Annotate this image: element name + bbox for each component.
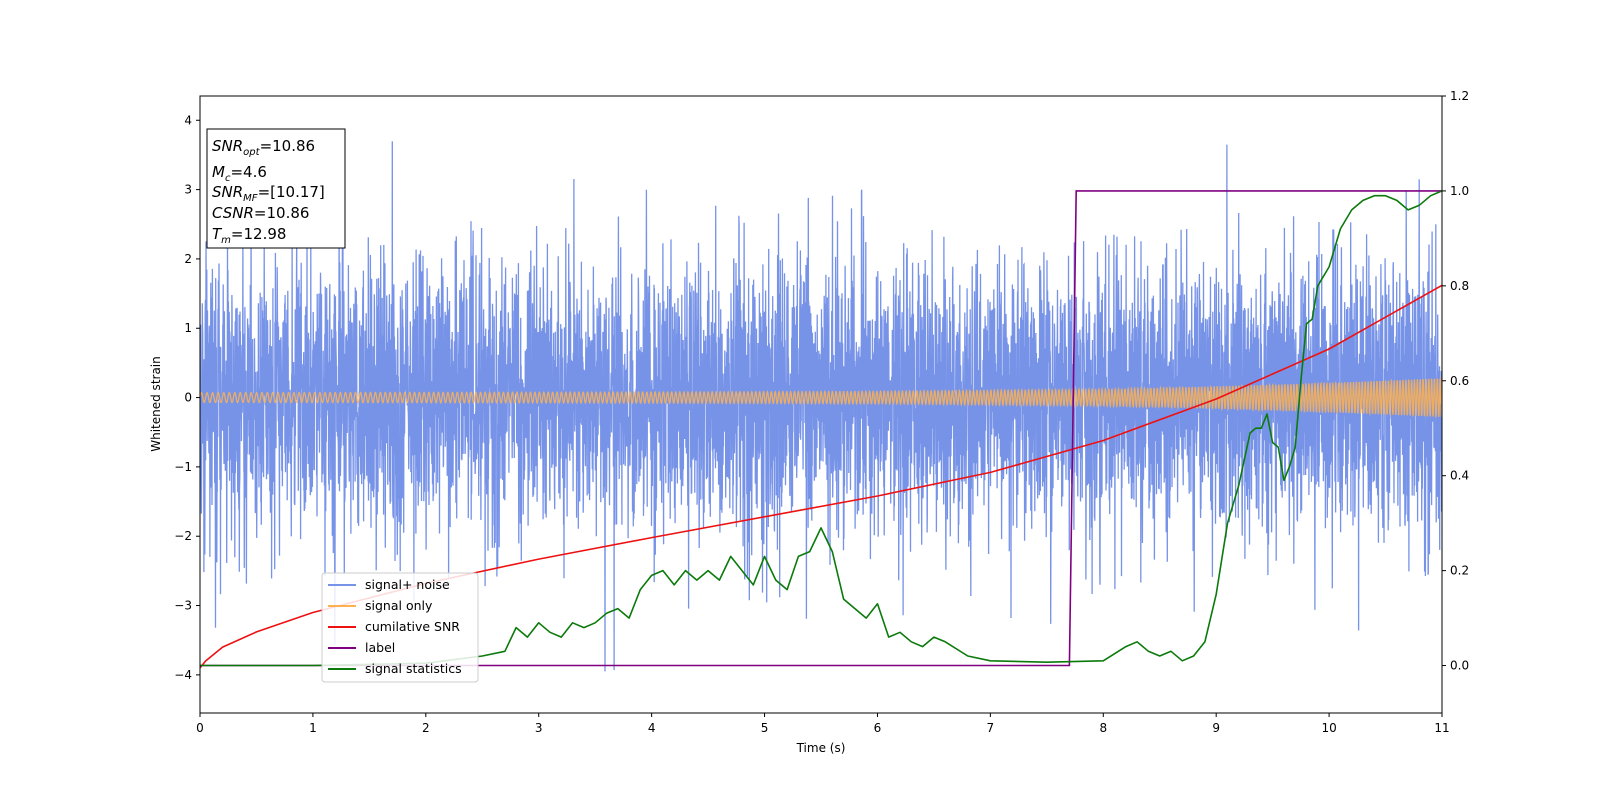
legend: signal+ noise signal only cumilative SNR… <box>321 572 479 683</box>
y2-tick-label: 0.0 <box>1450 659 1469 673</box>
y2-tick-label: 0.8 <box>1450 279 1469 293</box>
legend-label-cumulative-snr: cumilative SNR <box>365 619 460 634</box>
x-tick-label: 11 <box>1434 721 1449 735</box>
y-axis-left: 4 3 2 1 0 −1 −2 −3 −4 <box>174 113 200 682</box>
info-tm: Tm=12.98 <box>212 225 286 246</box>
legend-label-label: label <box>365 640 395 655</box>
x-tick-label: 2 <box>422 721 430 735</box>
y-tick-label: 3 <box>184 183 192 197</box>
y-tick-label: 1 <box>184 321 192 335</box>
y-tick-label: 2 <box>184 252 192 266</box>
y2-tick-label: 1.2 <box>1450 89 1469 103</box>
y-tick-label: −3 <box>174 599 192 613</box>
x-tick-label: 6 <box>874 721 882 735</box>
x-tick-label: 1 <box>309 721 317 735</box>
info-box: SNRopt=10.86 Mc=4.6 SNRMF=[10.17] CSNR=1… <box>206 128 346 249</box>
series-signal-statistics <box>200 190 1442 667</box>
y-tick-label: −2 <box>174 529 192 543</box>
y-tick-label: 4 <box>184 113 192 127</box>
y-tick-label: −4 <box>174 668 192 682</box>
x-tick-label: 0 <box>196 721 204 735</box>
y2-tick-label: 1.0 <box>1450 184 1469 198</box>
series-signal-only <box>200 376 1442 419</box>
y2-tick-label: 0.2 <box>1450 564 1469 578</box>
x-tick-label: 10 <box>1321 721 1336 735</box>
y-axis-label: Whitened strain <box>149 356 163 452</box>
series-signal-noise <box>200 141 1442 672</box>
info-box-frame <box>206 128 346 249</box>
legend-label-signal-statistics: signal statistics <box>365 661 462 676</box>
x-tick-label: 9 <box>1212 721 1220 735</box>
series-cumulative-snr <box>200 284 1442 669</box>
legend-label-signal-noise: signal+ noise <box>365 577 450 592</box>
series-layer <box>200 141 1442 672</box>
y2-tick-label: 0.6 <box>1450 374 1469 388</box>
y-tick-label: 0 <box>184 391 192 405</box>
info-snr-mf: SNRMF=[10.17] <box>212 183 325 204</box>
info-mc: Mc=4.6 <box>212 163 267 184</box>
x-axis-label: Time (s) <box>796 741 846 755</box>
info-snr-opt: SNRopt=10.86 <box>212 137 315 158</box>
info-csnr: CSNR=10.86 <box>212 204 309 222</box>
y-axis-right: 1.2 1.0 0.8 0.6 0.4 0.2 0.0 <box>1442 89 1469 673</box>
series-label <box>200 190 1442 667</box>
x-tick-label: 3 <box>535 721 543 735</box>
legend-label-signal-only: signal only <box>365 598 433 613</box>
y2-tick-label: 0.4 <box>1450 469 1469 483</box>
plot-frame <box>199 95 1443 714</box>
x-tick-label: 7 <box>987 721 995 735</box>
y-tick-label: −1 <box>174 460 192 474</box>
x-tick-label: 8 <box>1099 721 1107 735</box>
legend-frame <box>321 572 479 683</box>
x-tick-label: 4 <box>648 721 656 735</box>
x-tick-label: 5 <box>761 721 769 735</box>
x-axis: 0 1 2 3 4 5 6 7 8 9 10 11 <box>196 713 1450 735</box>
